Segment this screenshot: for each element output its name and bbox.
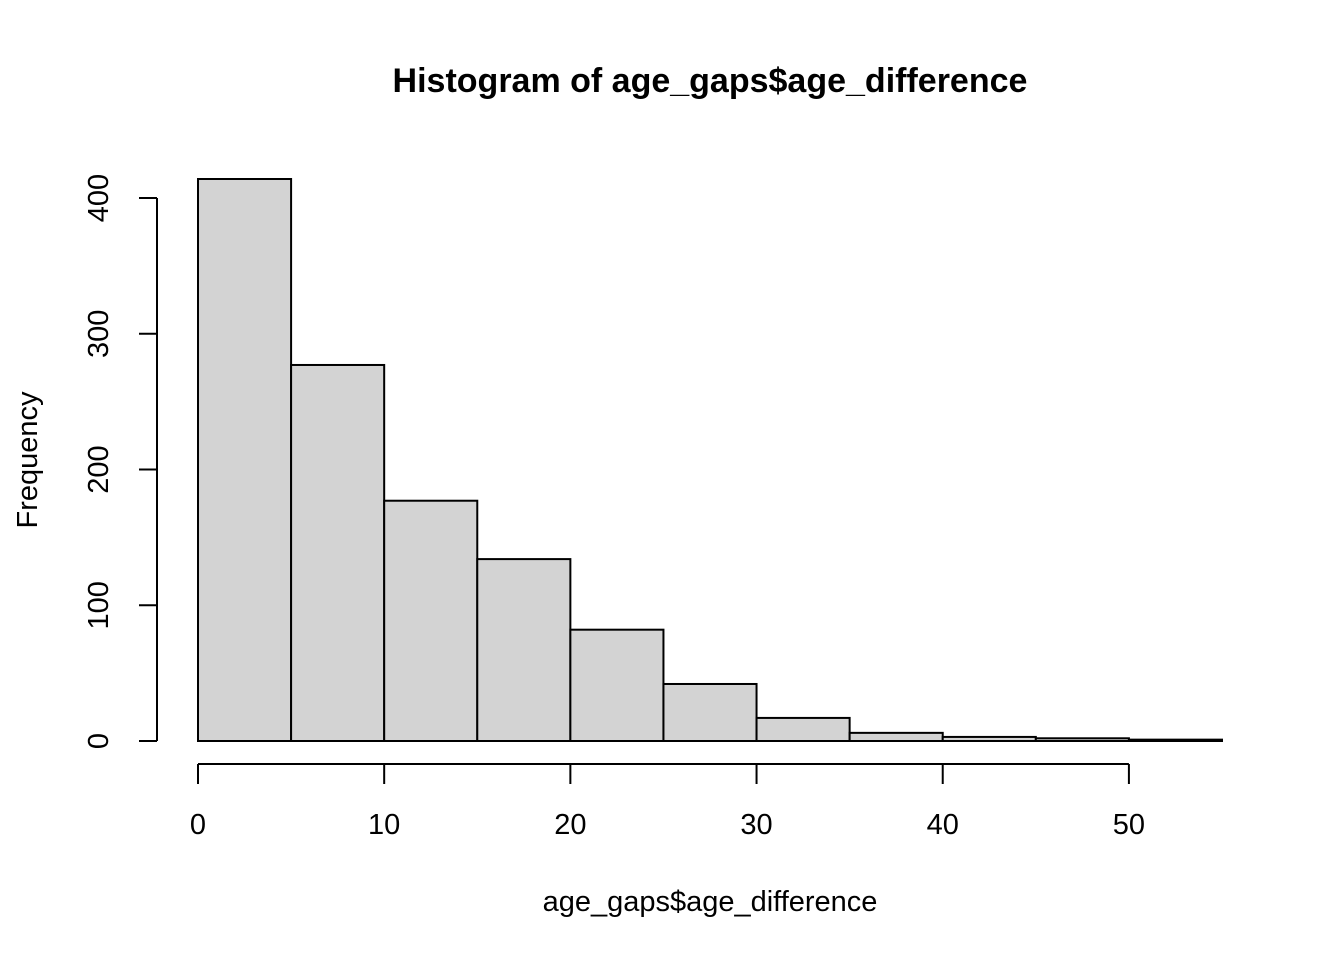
histogram-bar [941, 735, 1037, 743]
x-tick-label: 20 [554, 809, 586, 841]
y-tick-label: 300 [83, 310, 115, 358]
histogram-bar [290, 363, 386, 742]
y-axis-label: Frequency [12, 391, 44, 529]
x-tick-label: 0 [190, 809, 206, 841]
histogram-bar [383, 499, 479, 742]
x-tick-label: 50 [1113, 809, 1145, 841]
chart-title: Histogram of age_gaps$age_difference [393, 62, 1028, 100]
x-axis: 0 10 20 30 40 50 [190, 763, 1145, 841]
y-tick-label: 100 [83, 581, 115, 629]
bars-group [197, 178, 1223, 743]
y-tick-label: 200 [83, 445, 115, 493]
x-axis-label: age_gaps$age_difference [543, 886, 878, 918]
histogram-bar [1034, 737, 1130, 743]
histogram-bar [569, 628, 665, 742]
x-tick-label: 30 [740, 809, 772, 841]
histogram-bar [1127, 738, 1223, 743]
y-axis: 0 100 200 300 400 [83, 174, 158, 749]
histogram-bar [197, 178, 293, 742]
histogram-bar [848, 731, 944, 743]
y-tick-label: 400 [83, 174, 115, 222]
histogram-bar [476, 558, 572, 742]
histogram-bar [755, 716, 851, 743]
x-tick-label: 10 [368, 809, 400, 841]
y-tick-label: 0 [83, 733, 115, 749]
histogram-bar [662, 682, 758, 743]
x-tick-label: 40 [927, 809, 959, 841]
